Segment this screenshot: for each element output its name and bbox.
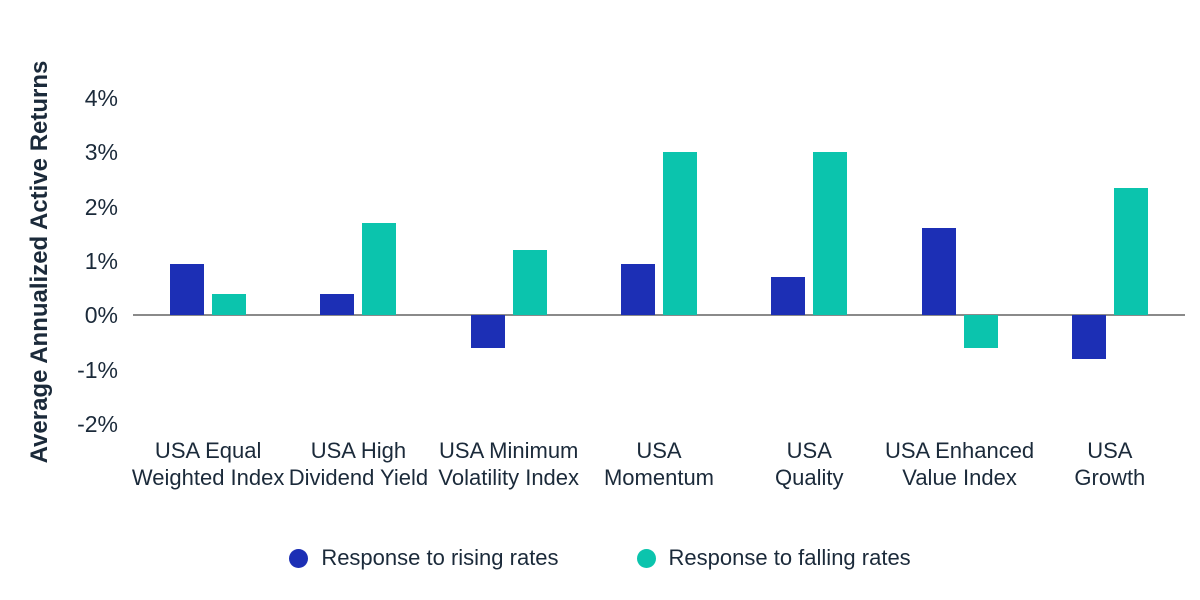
bar-falling-3	[663, 152, 697, 316]
bar-falling-5	[963, 315, 998, 348]
bar-falling-2	[512, 250, 547, 316]
bar-rising-6	[1071, 315, 1106, 359]
zero-baseline	[133, 314, 1185, 317]
legend-dot-icon	[289, 548, 309, 568]
category-label-2: USA Minimum Volatility Index	[438, 438, 580, 490]
category-label-3: USA Momentum	[603, 438, 715, 490]
category-label-5: USA Enhanced Value Index	[884, 438, 1035, 490]
bar-falling-4	[813, 152, 848, 316]
legend: Response to rising rates Response to fall…	[0, 545, 1200, 571]
bar-falling-1	[362, 222, 397, 316]
y-tick-label--1: -1%	[77, 356, 118, 383]
category-label-6: USA Growth	[1074, 438, 1146, 490]
bar-rising-5	[921, 228, 956, 316]
y-tick-label-3: 3%	[84, 139, 118, 166]
category-label-0: USA Equal Weighted Index	[131, 438, 285, 490]
y-tick-label-1: 1%	[84, 248, 118, 274]
y-tick-label-4: 4%	[84, 85, 118, 111]
legend-item-rising: Response to rising rates	[289, 545, 559, 571]
legend-label: Response to falling rates	[668, 545, 911, 570]
bar-rising-4	[771, 277, 806, 316]
y-tick-label-2: 2%	[84, 193, 118, 220]
y-tick-label-0: 0%	[84, 302, 118, 329]
category-label-1: USA High Dividend Yield	[288, 438, 429, 490]
bar-rising-0	[170, 263, 205, 316]
bar-rising-2	[470, 315, 505, 348]
bar-rising-1	[320, 293, 355, 316]
legend-dot-icon	[636, 548, 656, 568]
bar-falling-0	[212, 293, 247, 316]
legend-label: Response to rising rates	[321, 545, 559, 570]
category-label-4: USA Quality	[775, 438, 844, 490]
y-tick-label--2: -2%	[77, 411, 118, 437]
legend-item-falling: Response to falling rates	[636, 545, 911, 571]
bar-rising-3	[621, 263, 655, 316]
bar-falling-6	[1113, 187, 1148, 316]
